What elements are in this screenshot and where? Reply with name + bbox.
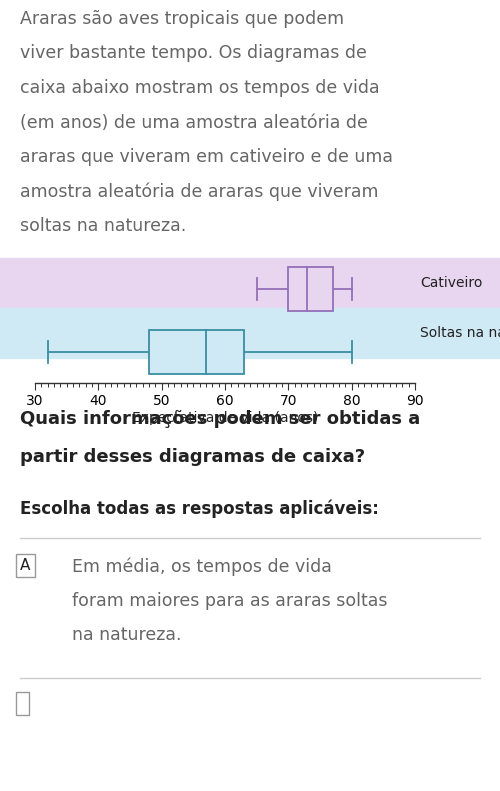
Text: partir desses diagramas de caixa?: partir desses diagramas de caixa? [20,448,365,466]
X-axis label: Expectativa de vida (anos): Expectativa de vida (anos) [132,411,318,425]
Text: Escolha todas as respostas aplicáveis:: Escolha todas as respostas aplicáveis: [20,500,379,518]
Text: Em média, os tempos de vida: Em média, os tempos de vida [72,558,332,577]
Bar [288,267,333,311]
Text: Quais informações podem ser obtidas a: Quais informações podem ser obtidas a [20,410,420,428]
Bar [0,308,500,358]
Text: A: A [20,558,30,573]
Bar [149,330,244,373]
Text: amostra aleatória de araras que viveram: amostra aleatória de araras que viveram [20,183,378,201]
Text: (em anos) de uma amostra aleatória de: (em anos) de uma amostra aleatória de [20,114,368,131]
Text: Cativeiro: Cativeiro [420,276,482,290]
Text: Soltas na nat: Soltas na nat [420,326,500,340]
Text: viver bastante tempo. Os diagramas de: viver bastante tempo. Os diagramas de [20,44,367,62]
Bar [0,258,500,308]
Text: Araras são aves tropicais que podem: Araras são aves tropicais que podem [20,9,344,28]
Text: na natureza.: na natureza. [72,626,182,644]
Text: araras que viveram em cativeiro e de uma: araras que viveram em cativeiro e de uma [20,148,393,166]
Text: caixa abaixo mostram os tempos de vida: caixa abaixo mostram os tempos de vida [20,79,380,97]
Text: soltas na natureza.: soltas na natureza. [20,218,186,235]
Text: foram maiores para as araras soltas: foram maiores para as araras soltas [72,592,388,610]
